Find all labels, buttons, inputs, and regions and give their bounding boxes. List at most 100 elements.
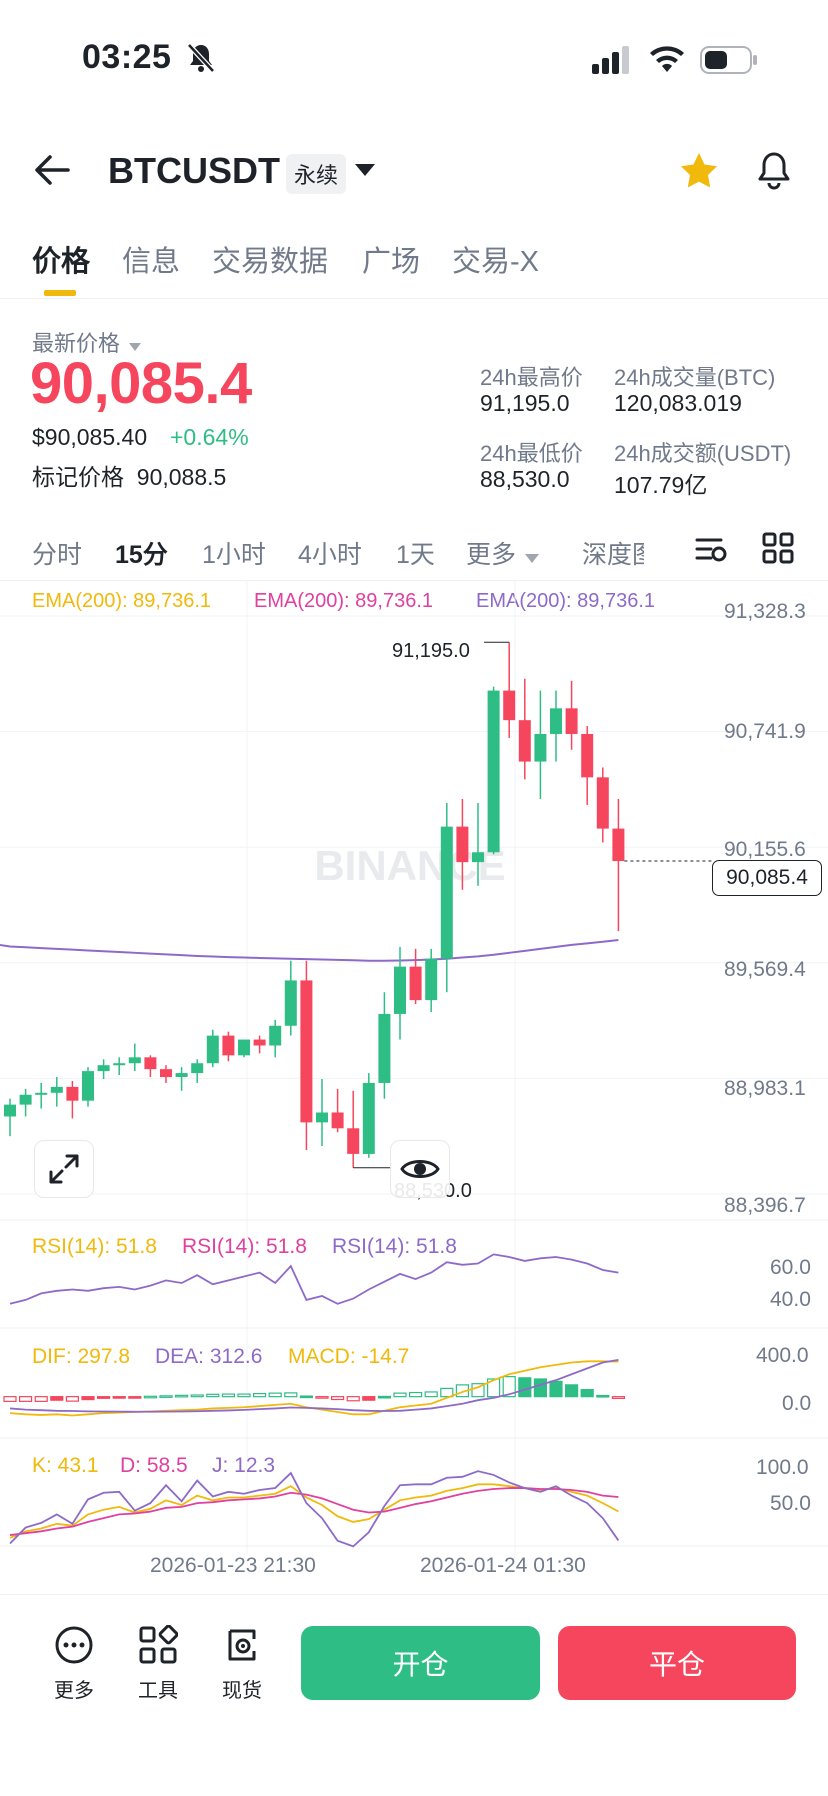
time-axis-label: 2026-01-24 01:30 (420, 1554, 586, 1577)
spot-button[interactable]: 现货 (212, 1625, 272, 1703)
signal-icon (592, 46, 630, 79)
bottom-bar-divider (0, 1594, 828, 1595)
kdj-j-label: J: 12.3 (212, 1454, 276, 1477)
latest-price-label[interactable]: 最新价格 (32, 326, 142, 358)
macd-histogram-bar (206, 1393, 220, 1398)
tab-info[interactable]: 信息 (122, 246, 181, 278)
macd-histogram-bar (221, 1393, 235, 1398)
macd-histogram-bar (81, 1396, 95, 1401)
ema-label-1: EMA(200): 89,736.1 (32, 590, 211, 612)
interval-1d[interactable]: 1天 (396, 541, 435, 569)
perpetual-badge: 永续 (286, 154, 347, 194)
ema-label-3: EMA(200): 89,736.1 (476, 590, 655, 612)
macd-histogram-bar (128, 1396, 142, 1399)
tools-label: 工具 (138, 1680, 178, 1702)
macd-histogram-bar (549, 1380, 563, 1398)
ema-label-2: EMA(200): 89,736.1 (254, 590, 433, 612)
close-position-button[interactable]: 平仓 (558, 1626, 796, 1700)
interval-more[interactable]: 更多 (466, 535, 540, 571)
tab-price[interactable]: 价格 (32, 246, 91, 278)
symbol-title[interactable]: BTCUSDT (108, 150, 280, 191)
candle-body (503, 690, 516, 721)
macd-histogram-bar (502, 1376, 516, 1398)
caret-down-icon (128, 332, 142, 358)
candle-body (581, 733, 594, 778)
candle-body (347, 1128, 360, 1154)
candle-body (394, 966, 406, 1014)
high-price-marker: 91,195.0 (392, 640, 470, 662)
macd-histogram-bar (611, 1396, 626, 1399)
macd-histogram-bar (268, 1392, 282, 1398)
price-axis-label: 90,741.9 (724, 720, 806, 743)
symbol-dropdown-icon[interactable] (354, 162, 376, 183)
rsi-axis-label: 40.0 (770, 1288, 811, 1311)
macd-axis-label: 0.0 (782, 1392, 812, 1415)
candle-body (128, 1057, 141, 1064)
tab-trading-data[interactable]: 交易数据 (212, 246, 329, 278)
alert-bell-icon[interactable] (756, 150, 792, 195)
macd-histogram-bar (112, 1396, 126, 1399)
candle-body (35, 1092, 48, 1095)
kdj-k-line (9, 1483, 619, 1539)
macd-histogram-bar (409, 1391, 423, 1398)
macd-dif-label: DIF: 297.8 (32, 1345, 131, 1368)
volume-usdt-label: 24h成交额(USDT) (614, 441, 792, 466)
candle-body (191, 1063, 204, 1074)
interval-4h[interactable]: 4小时 (298, 541, 362, 569)
latest-price: 90,085.4 (30, 351, 252, 416)
fullscreen-button[interactable] (34, 1140, 94, 1198)
kdj-j-line (9, 1470, 620, 1548)
chart-top-divider (0, 580, 828, 581)
kline-chart[interactable]: BINANCE (0, 580, 828, 1580)
ema200-line (0, 939, 619, 962)
macd-histogram-bar (159, 1395, 173, 1398)
macd-histogram-bar (96, 1396, 111, 1399)
low-24h-value: 88,530.0 (480, 466, 570, 492)
macd-histogram-bar (564, 1384, 579, 1398)
candle-body (300, 980, 313, 1123)
high-24h-value: 91,195.0 (480, 390, 570, 416)
visibility-toggle-button[interactable] (390, 1140, 450, 1198)
tab-trade-x[interactable]: 交易-X (452, 246, 540, 278)
tools-grid-icon (139, 1624, 179, 1664)
favorite-star-icon[interactable] (680, 152, 718, 193)
grid-layout-icon[interactable] (762, 532, 794, 569)
candle-body (82, 1071, 94, 1101)
macd-histogram-bar (424, 1391, 438, 1398)
candle-body (409, 966, 422, 1001)
candle-body (425, 958, 438, 1001)
price-axis-label: 88,983.1 (724, 1077, 806, 1100)
interval-timeline[interactable]: 分时 (32, 541, 83, 569)
candle-body (206, 1035, 219, 1064)
tools-button[interactable]: 工具 (128, 1624, 188, 1703)
chart-settings-icon[interactable] (694, 532, 728, 571)
rsi-line (9, 1253, 619, 1305)
price-axis-label: 89,569.4 (724, 958, 806, 981)
interval-1h[interactable]: 1小时 (202, 541, 266, 569)
mute-bell-icon (186, 42, 216, 74)
candle-body (160, 1069, 172, 1078)
back-arrow-icon[interactable] (34, 154, 70, 191)
candle-body (550, 708, 562, 734)
wifi-icon (648, 44, 686, 79)
low-24h-label: 24h最低价 (480, 441, 583, 466)
macd-histogram-bar (284, 1392, 298, 1398)
candle-body (284, 980, 297, 1026)
macd-histogram-bar (34, 1396, 48, 1402)
interval-depth[interactable]: 深度图 (582, 541, 644, 569)
candle-body (362, 1082, 375, 1154)
open-position-button[interactable]: 开仓 (301, 1626, 540, 1700)
mark-price-label: 标记价格 (32, 464, 124, 490)
eye-icon (400, 1160, 440, 1178)
macd-axis-label: 400.0 (756, 1344, 809, 1367)
more-button[interactable]: 更多 (44, 1625, 104, 1703)
tab-square[interactable]: 广场 (362, 246, 421, 278)
kdj-axis-label: 50.0 (770, 1492, 811, 1515)
mark-price: 标记价格 90,088.5 (32, 458, 226, 492)
candle-body (456, 826, 469, 863)
macd-histogram-bar (393, 1392, 407, 1398)
volume-usdt-value: 107.79亿 (614, 472, 708, 498)
candle-body (269, 1025, 282, 1046)
interval-15m[interactable]: 15分 (115, 541, 168, 569)
kdj-axis-label: 100.0 (756, 1456, 809, 1479)
